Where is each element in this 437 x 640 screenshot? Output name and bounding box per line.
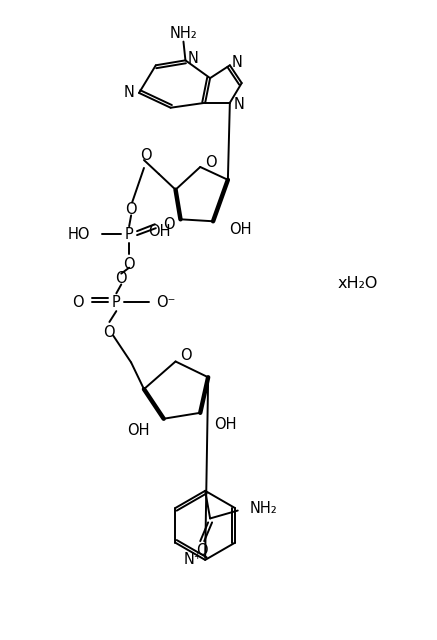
Text: P: P: [125, 227, 134, 242]
Text: NH₂: NH₂: [170, 26, 198, 41]
Text: O: O: [123, 257, 135, 272]
Text: O: O: [104, 325, 115, 340]
Text: OH: OH: [148, 223, 170, 239]
Text: O: O: [196, 543, 208, 557]
Text: xH₂O: xH₂O: [338, 276, 378, 291]
Text: N: N: [234, 97, 245, 112]
Text: O: O: [205, 154, 217, 170]
Text: HO: HO: [67, 227, 90, 242]
Text: O: O: [163, 217, 174, 232]
Text: N: N: [123, 85, 134, 100]
Text: N: N: [187, 51, 198, 66]
Text: O: O: [72, 295, 84, 310]
Text: O: O: [125, 202, 137, 217]
Text: O: O: [140, 148, 152, 163]
Text: OH: OH: [214, 417, 236, 432]
Text: OH: OH: [127, 423, 150, 438]
Text: O: O: [180, 348, 192, 363]
Text: O⁻: O⁻: [156, 295, 175, 310]
Text: O: O: [115, 271, 127, 286]
Text: N⁺: N⁺: [184, 552, 202, 568]
Text: NH₂: NH₂: [250, 501, 277, 516]
Text: OH: OH: [229, 221, 251, 237]
Text: N: N: [232, 55, 243, 70]
Text: P: P: [112, 295, 121, 310]
